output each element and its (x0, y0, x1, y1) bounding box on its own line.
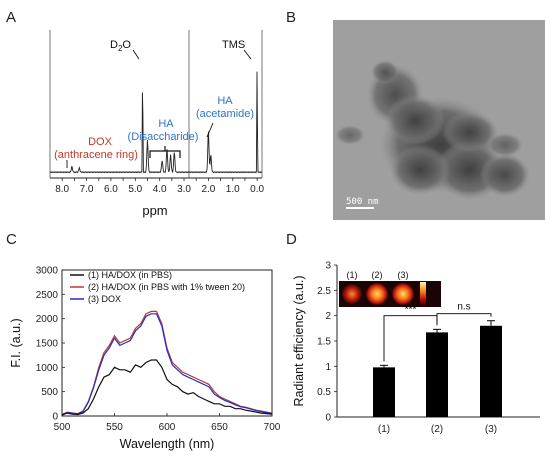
tem-image: 500 nm (333, 20, 545, 220)
nmr-x-ticks: 8.0 7.0 6.0 5.0 4.0 3.0 2.0 1.0 0.0 (55, 178, 265, 195)
inset-well-3 (392, 283, 414, 305)
fluorescence-y-ticks: 0 500 1000 1500 2000 2500 3000 (36, 266, 65, 423)
nmr-x-tick-label: 8.0 (55, 184, 69, 195)
radiant-y-ticks: 0 0.5 1 1.5 2 2.5 3 (317, 261, 337, 424)
nmr-x-tick-label: 2.0 (201, 184, 215, 195)
significance-bracket-2-3 (436, 313, 492, 324)
bar-2 (426, 332, 448, 417)
inset-well-2 (366, 283, 388, 305)
nmr-spectrum: 8.0 7.0 6.0 5.0 4.0 3.0 2.0 1.0 0.0 ppm D2O TMS … (49, 30, 265, 218)
fluorescence-x-tick-label: 650 (211, 422, 228, 433)
fluorescence-series (62, 310, 272, 416)
inset-colorbar (420, 282, 426, 306)
panel-label-a: A (6, 9, 16, 26)
d2o-label: D2O (110, 39, 131, 53)
ha-acetamide-label: HA (217, 95, 233, 107)
fluorescence-y-tick-label: 3000 (36, 266, 59, 277)
radiant-y-label: Radiant efficiency (a.u.) (292, 275, 306, 406)
radiant-y-tick-label: 0.5 (317, 387, 331, 398)
tem-scale-bar-line (346, 207, 374, 209)
radiant-x-tick-label: (3) (485, 424, 497, 435)
colorbar-low-label: L (430, 300, 434, 307)
fluorescence-y-tick-label: 1500 (36, 339, 59, 350)
radiant-significance: *** n.s (383, 302, 492, 362)
fluorescence-legend: (1) HA/DOX (in PBS) (2) HA/DOX (in PBS wi… (70, 270, 245, 304)
tem-scale-bar-label: 500 nm (346, 197, 379, 207)
radiant-y-tick-label: 1.5 (317, 337, 331, 348)
fluorescence-x-tick-label: 500 (54, 422, 71, 433)
ha-disaccharide-label: HA (158, 118, 174, 130)
inset-label-1: (1) (347, 270, 358, 280)
bar-1 (373, 367, 395, 417)
radiant-y-tick-label: 3 (325, 261, 331, 272)
radiant-y-tick-label: 0 (325, 413, 331, 424)
inset-label-2: (2) (372, 270, 383, 280)
radiant-y-tick-label: 1 (325, 362, 331, 373)
radiant-x-tick-label: (1) (378, 424, 390, 435)
nmr-x-tick-label: 1.0 (226, 184, 240, 195)
fluorescence-y-tick-label: 2000 (36, 314, 59, 325)
ha-acetamide-arrow (206, 122, 214, 138)
significance-label-1-2: *** (405, 305, 417, 316)
radiant-efficiency-chart: 0 0.5 1 1.5 2 2.5 3 (1) (2) (3) *** n.s Radiant e… (292, 261, 540, 435)
radiant-y-tick-label: 2 (325, 311, 331, 322)
series-line-3-dox (62, 313, 272, 416)
inset-label-3: (3) (398, 270, 409, 280)
bar-3 (480, 325, 502, 417)
ha-disaccharide-sublabel: (Disaccharide) (128, 131, 199, 143)
legend-label: (1) HA/DOX (in PBS) (88, 270, 172, 280)
radiant-bars: (1) (2) (3) (373, 320, 502, 435)
dox-label: DOX (88, 136, 113, 148)
significance-label-2-3: n.s (457, 302, 470, 313)
ivis-inset-image: (1) (2) (3) H L (339, 270, 441, 307)
nmr-x-tick-label: 4.0 (153, 184, 167, 195)
legend-label: (3) DOX (88, 294, 121, 304)
d2o-arrow (132, 49, 140, 60)
fluorescence-y-label: F.I. (a.u.) (9, 318, 23, 367)
tem-nanoparticle-cluster (335, 60, 530, 200)
inset-well-1 (342, 284, 362, 304)
series-line-1-ha-dox-in-pbs (62, 359, 272, 416)
nmr-x-tick-label: 3.0 (177, 184, 191, 195)
panel-label-b: B (286, 9, 296, 26)
fluorescence-x-tick-label: 600 (159, 422, 176, 433)
radiant-x-tick-label: (2) (431, 424, 443, 435)
radiant-y-tick-label: 2.5 (317, 286, 331, 297)
fluorescence-x-label: Wavelength (nm) (120, 437, 215, 451)
fluorescence-x-tick-label: 550 (106, 422, 123, 433)
nmr-x-label: ppm (142, 203, 167, 218)
legend-label: (2) HA/DOX (in PBS with 1% tween 20) (88, 282, 245, 292)
tms-label: TMS (222, 39, 245, 51)
panel-label-c: C (6, 231, 17, 248)
ha-acetamide-sublabel: (acetamide) (196, 108, 254, 120)
dox-sublabel: (anthracene ring) (54, 149, 138, 161)
fluorescence-y-tick-label: 500 (41, 387, 58, 398)
fluorescence-y-tick-label: 2500 (36, 290, 59, 301)
nmr-x-tick-label: 7.0 (80, 184, 94, 195)
fluorescence-y-tick-label: 0 (52, 412, 58, 423)
ha-disaccharide-bracket (149, 146, 181, 158)
fluorescence-x-tick-label: 700 (264, 422, 281, 433)
nmr-x-tick-label: 6.0 (104, 184, 118, 195)
panel-label-d: D (286, 231, 297, 248)
fluorescence-y-tick-label: 1000 (36, 363, 59, 374)
tms-arrow (243, 49, 252, 60)
nmr-x-tick-label: 5.0 (128, 184, 142, 195)
colorbar-high-label: H (430, 284, 435, 291)
nmr-trace (49, 71, 263, 174)
nmr-x-tick-label: 0.0 (250, 184, 264, 195)
